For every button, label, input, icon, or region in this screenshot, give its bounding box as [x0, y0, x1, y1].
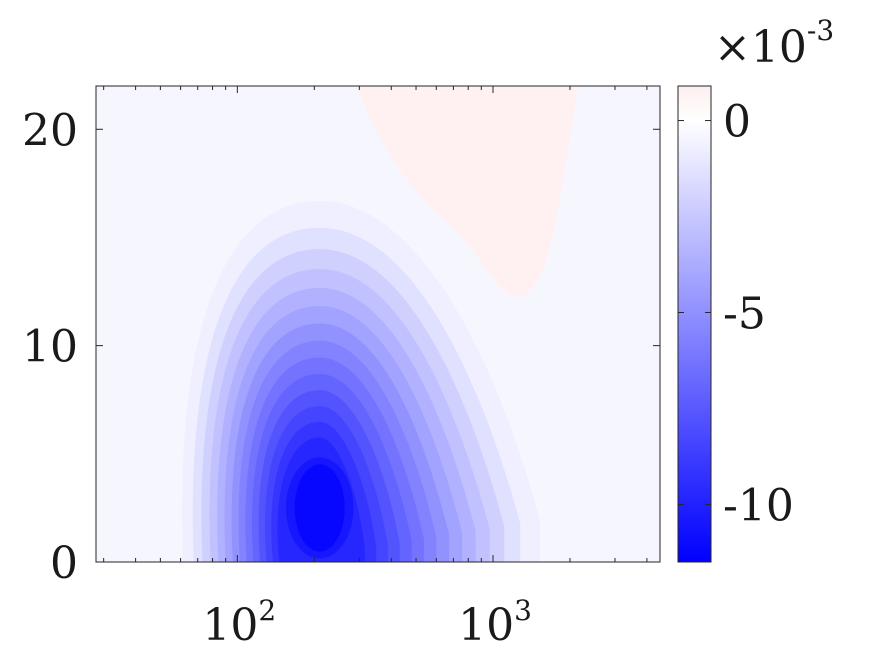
colorbar-tick-label: -5 — [723, 288, 766, 339]
colorbar-tick-label: -10 — [723, 480, 794, 531]
colorbar-multiplier: ×10-3 — [714, 14, 834, 73]
axis-ticks — [96, 86, 660, 563]
plot-area — [95, 85, 661, 563]
positive-contour-region — [357, 86, 578, 298]
colorbar-gradient — [677, 85, 712, 563]
plot-frame — [95, 85, 661, 563]
x-tick-label: 103 — [458, 594, 532, 651]
contour-fill — [181, 86, 578, 562]
tick-labels: 0 10 20 102 103 0 -5 -10 ×10-3 — [22, 14, 834, 651]
colorbar — [677, 85, 712, 563]
negative-contour-level — [294, 464, 345, 552]
colorbar-tick-label: 0 — [723, 97, 751, 148]
y-tick-label: 20 — [22, 105, 78, 156]
y-tick-label: 10 — [22, 322, 78, 373]
x-tick-label: 102 — [202, 594, 276, 651]
y-tick-label: 0 — [50, 538, 78, 589]
